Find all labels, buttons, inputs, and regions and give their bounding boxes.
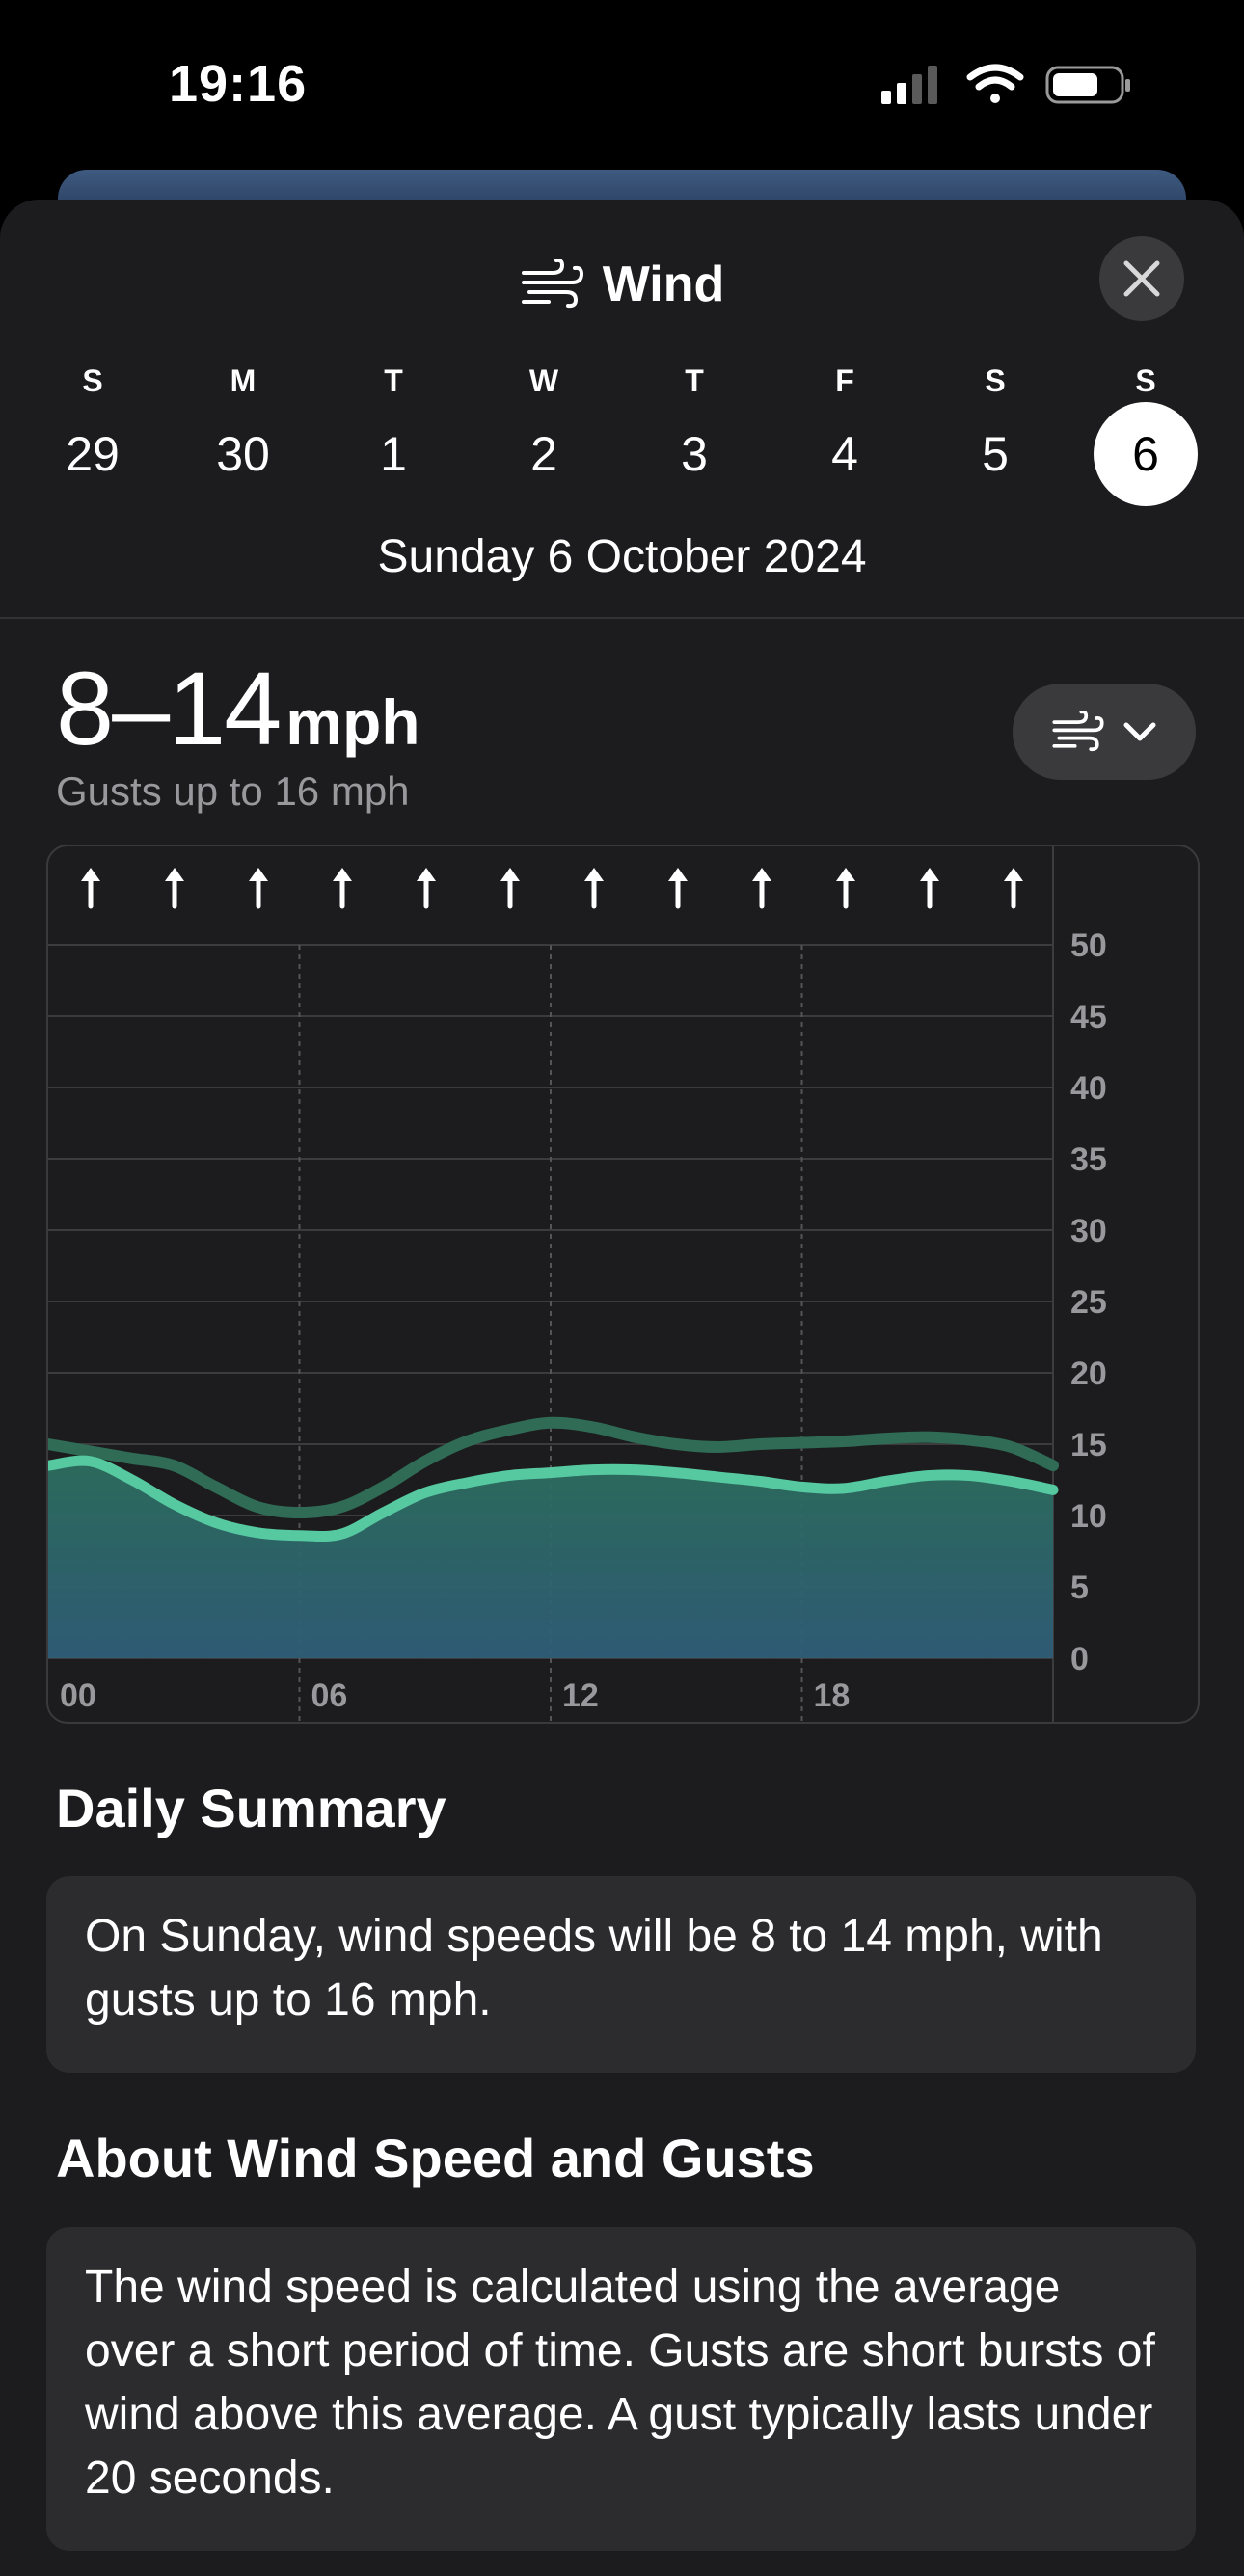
- y-tick-label: 0: [1070, 1641, 1089, 1677]
- y-tick-label: 45: [1070, 999, 1107, 1035]
- arrow-up-icon: [584, 868, 604, 909]
- y-tick-label: 5: [1070, 1570, 1089, 1606]
- about-text: The wind speed is calculated using the a…: [85, 2262, 1155, 2504]
- divider: [0, 617, 1244, 619]
- wind-range-value: 8–14: [56, 650, 282, 766]
- close-icon: [1123, 260, 1160, 297]
- wind-area: [48, 1461, 1053, 1658]
- arrow-up-icon: [165, 868, 184, 909]
- day-letter: T: [384, 363, 403, 398]
- arrow-up-icon: [920, 868, 939, 909]
- status-bar: 19:16: [0, 0, 1244, 169]
- sheet-header: Wind: [0, 255, 1244, 322]
- wind-chart[interactable]: 50 45 40 35 30 25 20 15 10 5 0 00 06 12 18: [46, 845, 1200, 1724]
- y-tick-label: 10: [1070, 1498, 1107, 1535]
- y-tick-label: 15: [1070, 1427, 1107, 1463]
- arrow-up-icon: [81, 868, 100, 909]
- x-tick-label: 06: [311, 1677, 348, 1714]
- selected-date: Sunday 6 October 2024: [377, 531, 867, 582]
- day-number: 3: [681, 427, 708, 481]
- day-number: 6: [1094, 402, 1198, 506]
- wind-icon: [521, 259, 583, 309]
- day-letter: S: [1135, 363, 1156, 398]
- wind-icon: [1052, 711, 1104, 752]
- day-letter: S: [985, 363, 1006, 398]
- y-tick-label: 35: [1070, 1141, 1107, 1178]
- close-button[interactable]: [1099, 236, 1184, 321]
- day-letter: M: [230, 363, 257, 398]
- arrow-up-icon: [500, 868, 520, 909]
- chart-mode-button[interactable]: [1013, 684, 1196, 780]
- day-number: 2: [530, 427, 557, 481]
- y-tick-label: 30: [1070, 1213, 1107, 1249]
- arrow-up-icon: [1004, 868, 1023, 909]
- arrow-up-icon: [333, 868, 352, 909]
- day-number: 30: [216, 427, 270, 481]
- y-tick-label: 40: [1070, 1070, 1107, 1107]
- x-tick-label: 00: [60, 1677, 96, 1714]
- x-tick-label: 18: [814, 1677, 851, 1714]
- day-item[interactable]: M 30: [190, 362, 296, 525]
- about-heading: About Wind Speed and Gusts: [56, 2128, 815, 2188]
- day-letter: W: [528, 363, 559, 398]
- gusts-line: [48, 1416, 1059, 1519]
- wind-range-unit: mph: [285, 686, 420, 758]
- wind-range: 8–14mph: [56, 648, 420, 768]
- day-letter: F: [835, 363, 854, 398]
- cellular-signal-icon: [881, 66, 937, 104]
- gusts-text: Gusts up to 16 mph: [56, 768, 410, 814]
- day-letter: S: [82, 363, 103, 398]
- day-number: 29: [66, 427, 120, 481]
- wifi-icon: [966, 64, 1024, 103]
- about-card: The wind speed is calculated using the a…: [46, 2227, 1196, 2551]
- y-tick-label: 20: [1070, 1355, 1107, 1392]
- status-time: 19:16: [169, 55, 308, 113]
- daily-summary-card: On Sunday, wind speeds will be 8 to 14 m…: [46, 1876, 1196, 2073]
- battery-icon: [1045, 66, 1130, 104]
- wind-line: [48, 1455, 1059, 1543]
- week-day-picker: S 29 M 30 T 1 W 2 T 3 F 4 S 5 S 6: [0, 362, 1244, 506]
- arrow-up-icon: [752, 868, 771, 909]
- day-number: 4: [831, 427, 858, 481]
- day-item[interactable]: S 29: [40, 362, 146, 525]
- daily-summary-text: On Sunday, wind speeds will be 8 to 14 m…: [85, 1911, 1103, 2026]
- day-number: 1: [380, 427, 407, 481]
- chevron-down-icon: [1123, 722, 1156, 741]
- y-tick-label: 50: [1070, 927, 1107, 964]
- arrow-up-icon: [836, 868, 855, 909]
- day-number: 5: [982, 427, 1009, 481]
- arrow-up-icon: [249, 868, 268, 909]
- arrow-up-icon: [417, 868, 436, 909]
- daily-summary-heading: Daily Summary: [56, 1778, 446, 1838]
- day-letter: T: [685, 363, 704, 398]
- x-tick-label: 12: [562, 1677, 599, 1714]
- status-icons: [881, 62, 1142, 110]
- y-tick-label: 25: [1070, 1284, 1107, 1321]
- arrow-up-icon: [668, 868, 688, 909]
- sheet-title: Wind: [602, 256, 725, 312]
